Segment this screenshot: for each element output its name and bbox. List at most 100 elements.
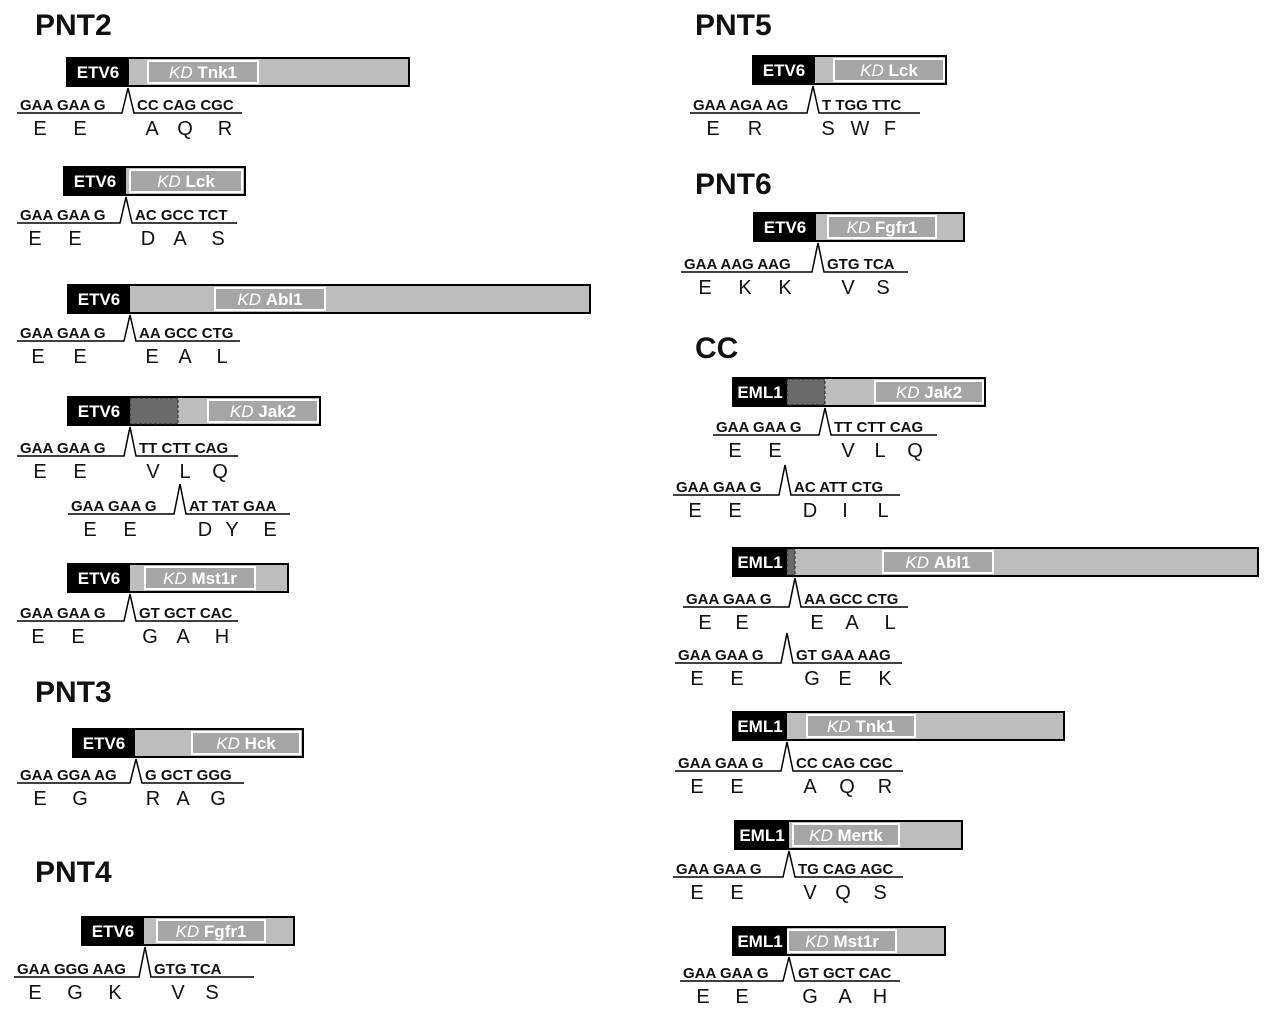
kd-prefix: KD bbox=[237, 290, 265, 309]
right-codons: GTG TCA bbox=[827, 256, 895, 273]
left-codons: GAA GAA G bbox=[20, 97, 106, 114]
fusion-construct: EML1 KD Tnk1 GAA GAA G CC CAG CGC E E A Q R bbox=[675, 711, 1065, 798]
amino-acid: E bbox=[28, 228, 41, 250]
amino-acid: A bbox=[803, 776, 817, 798]
section-title: CC bbox=[695, 332, 738, 365]
kinase-label: KD Tnk1 bbox=[827, 717, 895, 736]
amino-acid: V bbox=[803, 882, 817, 904]
partner-label: ETV6 bbox=[74, 172, 117, 191]
amino-acid: D bbox=[141, 228, 155, 250]
splice-junction-line bbox=[17, 758, 244, 784]
kinase-bar bbox=[732, 547, 1259, 577]
kinase-domain-box bbox=[833, 58, 945, 82]
amino-acid: A bbox=[845, 612, 859, 634]
amino-acid: R bbox=[878, 776, 892, 798]
splice-junction-line bbox=[17, 426, 238, 457]
kinase-name: Lck bbox=[889, 61, 919, 80]
right-codons: CC CAG CGC bbox=[137, 97, 234, 114]
kd-prefix: KD bbox=[169, 63, 197, 82]
right-codons: AA GCC CTG bbox=[139, 325, 233, 342]
fusion-construct: ETV6 KD Jak2 GAA GAA G TT CTT CAG E E V L Q GAA G… bbox=[17, 396, 321, 541]
amino-acid: A bbox=[173, 228, 187, 250]
kinase-name: Lck bbox=[186, 172, 216, 191]
right-codons: AC GCC TCT bbox=[135, 207, 228, 224]
right-codons: GT GCT CAC bbox=[139, 605, 232, 622]
left-codons: GAA GGA AG bbox=[20, 767, 117, 784]
amino-acid: G bbox=[67, 982, 83, 1004]
amino-acid: E bbox=[690, 668, 703, 690]
variable-segment bbox=[129, 397, 179, 425]
splice-junction-line bbox=[17, 314, 240, 342]
partner-block bbox=[733, 548, 787, 576]
kd-prefix: KD bbox=[163, 569, 191, 588]
kinase-label: KD Mst1r bbox=[805, 932, 879, 951]
amino-acid: E bbox=[728, 440, 741, 462]
amino-acid: F bbox=[884, 118, 896, 140]
kinase-domain-box bbox=[156, 919, 266, 943]
kinase-label: KD Lck bbox=[157, 172, 215, 191]
amino-acid: E bbox=[73, 118, 86, 140]
amino-acid: E bbox=[73, 346, 86, 368]
splice-junction-line bbox=[713, 407, 937, 436]
partner-label: ETV6 bbox=[83, 734, 126, 753]
fusion-construct: ETV6 KD Fgfr1 GAA GGG AAG GTG TCA E G K V S bbox=[14, 916, 295, 1004]
amino-acid: D bbox=[198, 519, 212, 541]
left-codons: GAA GAA G bbox=[716, 419, 802, 436]
amino-acid: Q bbox=[835, 882, 851, 904]
amino-acid: L bbox=[179, 461, 190, 483]
amino-acid: A bbox=[178, 346, 192, 368]
partner-label: ETV6 bbox=[92, 922, 135, 941]
kinase-label: KD Mertk bbox=[809, 826, 883, 845]
amino-acid: H bbox=[215, 626, 229, 648]
left-codons: GAA GAA G bbox=[20, 605, 106, 622]
amino-acid: E bbox=[145, 346, 158, 368]
left-codons: GAA AGA AG bbox=[693, 97, 788, 114]
amino-acid: E bbox=[33, 788, 46, 810]
amino-acid: Q bbox=[839, 776, 855, 798]
partner-label: EML1 bbox=[737, 553, 782, 572]
section-title: PNT3 bbox=[35, 676, 112, 709]
splice-junction-line bbox=[675, 741, 903, 772]
splice-junction-line bbox=[675, 632, 902, 664]
left-codons: GAA GGG AAG bbox=[17, 961, 126, 978]
amino-acid: E bbox=[690, 882, 703, 904]
partner-label: EML1 bbox=[737, 383, 782, 402]
amino-acid: E bbox=[698, 612, 711, 634]
kinase-name: Hck bbox=[245, 734, 277, 753]
right-codons: AT TAT GAA bbox=[189, 498, 277, 515]
amino-acid: V bbox=[841, 277, 855, 299]
amino-acid: Y bbox=[225, 519, 238, 541]
kinase-label: KD Tnk1 bbox=[169, 63, 237, 82]
amino-acid: K bbox=[108, 982, 122, 1004]
kinase-name: Tnk1 bbox=[197, 63, 237, 82]
left-codons: GAA GAA G bbox=[683, 965, 769, 982]
left-codons: GAA GAA G bbox=[676, 479, 762, 496]
fusion-construct: ETV6 KD Lck GAA GAA G AC GCC TCT E E D A S bbox=[17, 166, 246, 250]
kd-prefix: KD bbox=[176, 922, 204, 941]
kinase-domain-box bbox=[129, 169, 243, 193]
section-title: PNT6 bbox=[695, 168, 772, 201]
amino-acid: K bbox=[878, 668, 892, 690]
variable-segment bbox=[786, 548, 796, 576]
left-codons: GAA GAA G bbox=[678, 647, 764, 664]
amino-acid: Q bbox=[907, 440, 923, 462]
partner-label: ETV6 bbox=[78, 569, 121, 588]
partner-label: ETV6 bbox=[78, 402, 121, 421]
partner-block bbox=[73, 729, 135, 757]
kd-prefix: KD bbox=[157, 172, 185, 191]
kinase-label: KD Jak2 bbox=[230, 402, 296, 421]
kd-prefix: KD bbox=[905, 553, 933, 572]
kinase-label: KD Hck bbox=[216, 734, 276, 753]
amino-acid: E bbox=[31, 626, 44, 648]
amino-acid: E bbox=[71, 626, 84, 648]
partner-block bbox=[68, 285, 130, 313]
partner-label: EML1 bbox=[737, 932, 782, 951]
splice-junction-line bbox=[14, 946, 254, 978]
amino-acid: W bbox=[851, 118, 870, 140]
splice-junction-line bbox=[680, 956, 900, 982]
amino-acid: E bbox=[706, 118, 719, 140]
left-codons: GAA GAA G bbox=[678, 755, 764, 772]
amino-acid: E bbox=[696, 986, 709, 1008]
